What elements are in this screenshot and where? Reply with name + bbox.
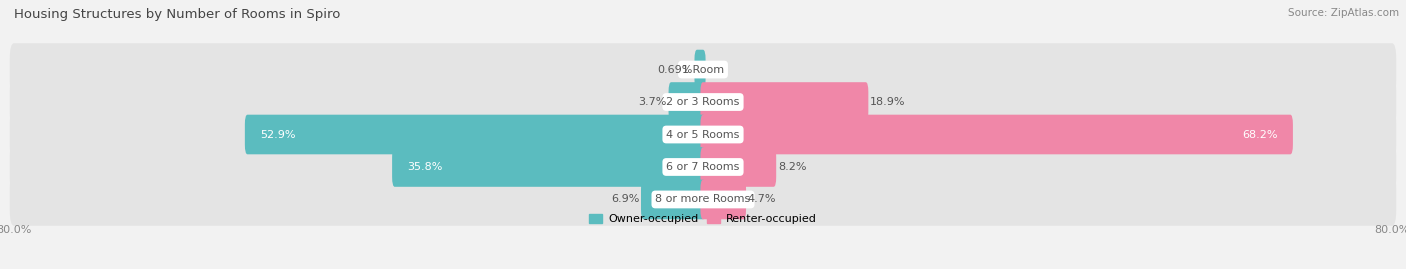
- FancyBboxPatch shape: [700, 115, 1294, 154]
- Text: 3.7%: 3.7%: [638, 97, 666, 107]
- Text: 6.9%: 6.9%: [610, 194, 640, 204]
- Text: 4 or 5 Rooms: 4 or 5 Rooms: [666, 129, 740, 140]
- FancyBboxPatch shape: [669, 82, 706, 122]
- Text: Housing Structures by Number of Rooms in Spiro: Housing Structures by Number of Rooms in…: [14, 8, 340, 21]
- Text: 18.9%: 18.9%: [870, 97, 905, 107]
- Text: 8 or more Rooms: 8 or more Rooms: [655, 194, 751, 204]
- Text: 0.69%: 0.69%: [658, 65, 693, 75]
- Legend: Owner-occupied, Renter-occupied: Owner-occupied, Renter-occupied: [585, 210, 821, 229]
- Text: 4.7%: 4.7%: [748, 194, 776, 204]
- FancyBboxPatch shape: [10, 141, 1396, 193]
- Text: Source: ZipAtlas.com: Source: ZipAtlas.com: [1288, 8, 1399, 18]
- FancyBboxPatch shape: [700, 147, 776, 187]
- FancyBboxPatch shape: [392, 147, 706, 187]
- FancyBboxPatch shape: [10, 76, 1396, 128]
- Text: 1 Room: 1 Room: [682, 65, 724, 75]
- FancyBboxPatch shape: [245, 115, 706, 154]
- Text: 8.2%: 8.2%: [778, 162, 807, 172]
- Text: 6 or 7 Rooms: 6 or 7 Rooms: [666, 162, 740, 172]
- Text: 52.9%: 52.9%: [260, 129, 295, 140]
- Text: 2 or 3 Rooms: 2 or 3 Rooms: [666, 97, 740, 107]
- FancyBboxPatch shape: [695, 50, 706, 89]
- FancyBboxPatch shape: [10, 173, 1396, 226]
- FancyBboxPatch shape: [700, 180, 747, 219]
- FancyBboxPatch shape: [10, 43, 1396, 96]
- Text: 35.8%: 35.8%: [408, 162, 443, 172]
- FancyBboxPatch shape: [641, 180, 706, 219]
- Text: 68.2%: 68.2%: [1241, 129, 1278, 140]
- FancyBboxPatch shape: [10, 108, 1396, 161]
- FancyBboxPatch shape: [700, 82, 869, 122]
